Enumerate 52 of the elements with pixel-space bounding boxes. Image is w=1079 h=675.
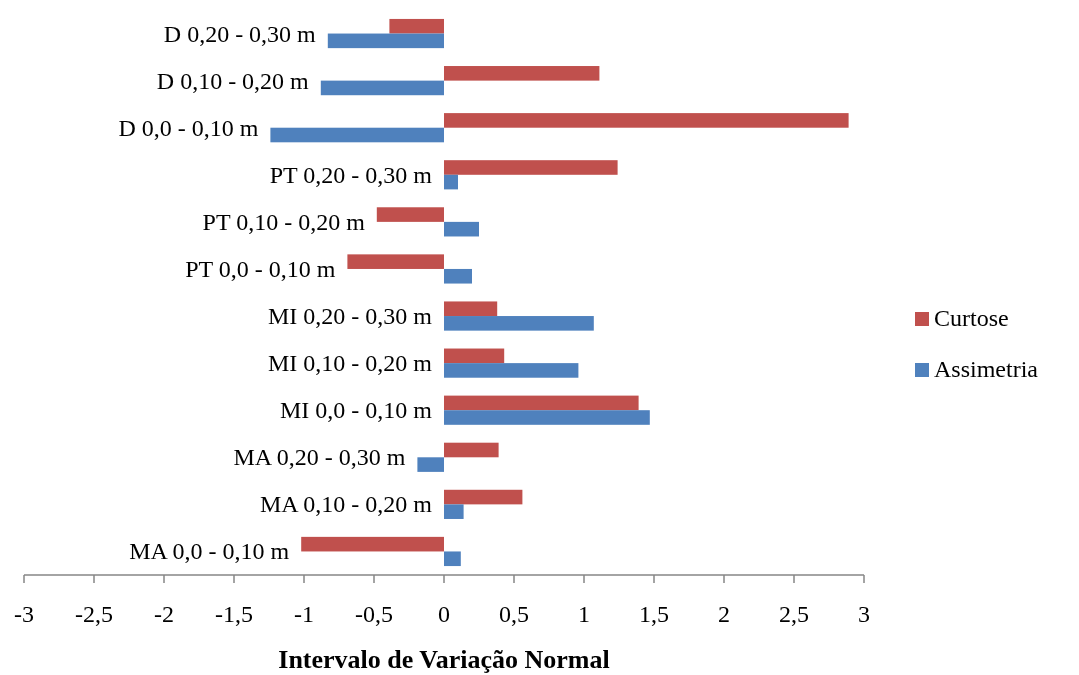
y-tick-label: MI 0,10 - 0,20 m (268, 350, 433, 377)
bar (444, 316, 594, 331)
bar (444, 504, 464, 519)
y-tick-label: D 0,0 - 0,10 m (118, 114, 259, 141)
bar (444, 551, 461, 567)
bar (444, 174, 458, 190)
y-tick-label: PT 0,10 - 0,20 m (202, 208, 366, 235)
x-tick-label: -2 (154, 601, 174, 627)
y-tick-label: D 0,20 - 0,30 m (163, 20, 317, 47)
x-tick-label: 2,5 (779, 601, 809, 627)
bar (444, 301, 498, 317)
bar (444, 395, 639, 411)
legend-label: Curtose (934, 305, 1009, 331)
bar (444, 410, 650, 425)
x-tick-label: 1 (578, 601, 590, 627)
y-tick-label: PT 0,20 - 0,30 m (269, 161, 433, 188)
x-tick-label: -0,5 (355, 601, 393, 627)
bar (327, 33, 444, 49)
x-tick-label: -2,5 (75, 601, 113, 627)
bar (444, 160, 618, 175)
bar (270, 127, 444, 143)
bar (444, 268, 472, 284)
bar (444, 66, 600, 81)
y-tick-label: MA 0,20 - 0,30 m (233, 444, 406, 471)
bar (347, 254, 444, 269)
x-tick-label: 1,5 (639, 601, 669, 627)
x-tick-label: -1 (294, 601, 314, 627)
y-tick-label: MI 0,0 - 0,10 m (280, 397, 433, 424)
legend-label: Assimetria (934, 356, 1039, 382)
bar (444, 363, 579, 378)
y-tick-label: MI 0,20 - 0,30 m (268, 303, 433, 330)
bar (320, 80, 444, 96)
bar (444, 442, 499, 458)
bar (389, 18, 444, 34)
bar (301, 536, 444, 552)
x-tick-label: 0,5 (499, 601, 529, 627)
x-tick-label: 2 (718, 601, 730, 627)
x-axis-title: Intervalo de Variação Normal (278, 645, 610, 674)
x-tick-label: 0 (438, 601, 450, 627)
bar (444, 489, 523, 505)
y-tick-label: D 0,10 - 0,20 m (156, 67, 310, 94)
y-tick-label: MA 0,0 - 0,10 m (129, 538, 290, 565)
x-tick-label: -1,5 (215, 601, 253, 627)
bar (444, 113, 849, 128)
x-tick-label: -3 (14, 601, 34, 627)
x-tick-label: 3 (858, 601, 870, 627)
bar (444, 221, 479, 237)
y-tick-label: MA 0,10 - 0,20 m (259, 491, 433, 518)
bar (417, 457, 444, 472)
bar (444, 348, 505, 364)
bar (376, 207, 444, 222)
y-tick-label: PT 0,0 - 0,10 m (185, 255, 336, 282)
